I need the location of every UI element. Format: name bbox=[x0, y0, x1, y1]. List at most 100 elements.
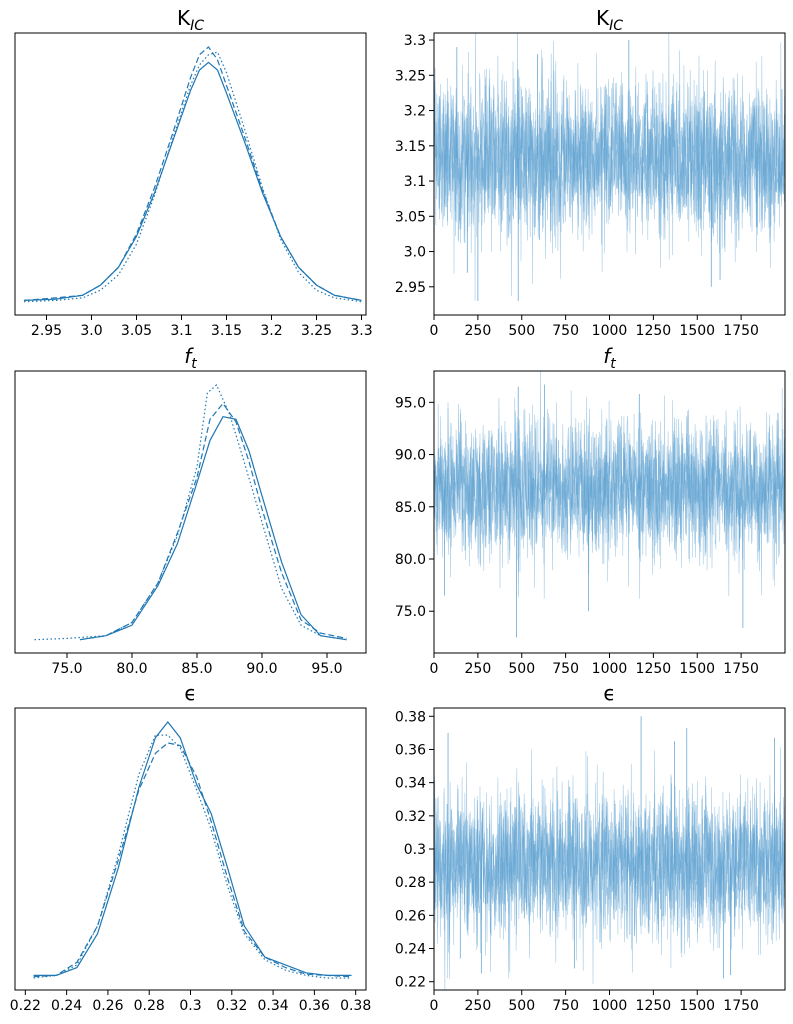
y-tick-label: 3.0 bbox=[404, 245, 426, 261]
plot-area bbox=[434, 33, 785, 301]
x-tick-label: 1000 bbox=[592, 323, 628, 339]
x-tick-label: 2.95 bbox=[31, 323, 62, 339]
y-tick-label: 0.36 bbox=[395, 742, 426, 758]
x-tick-label: 750 bbox=[552, 998, 579, 1014]
y-tick-label: 3.05 bbox=[395, 209, 426, 225]
x-tick-label: 0.36 bbox=[299, 998, 330, 1014]
panel-title: ft bbox=[184, 344, 197, 372]
plot-area bbox=[434, 716, 785, 990]
density-curve-dotted bbox=[34, 384, 347, 641]
x-tick-label: 3.2 bbox=[260, 323, 282, 339]
y-tick-label: 0.32 bbox=[395, 809, 426, 825]
x-tick-label: 0.32 bbox=[216, 998, 247, 1014]
y-tick-label: 0.24 bbox=[395, 942, 426, 958]
trace-chain-3 bbox=[434, 762, 785, 979]
panel-title-subscript: IC bbox=[190, 18, 204, 34]
y-tick-label: 3.3 bbox=[404, 33, 426, 49]
panel-title-main: ϵ bbox=[184, 681, 196, 705]
x-tick-label: 500 bbox=[508, 661, 535, 677]
x-tick-label: 3.05 bbox=[121, 323, 152, 339]
x-tick-label: 1500 bbox=[679, 661, 715, 677]
panel-title: ϵ bbox=[184, 681, 196, 705]
plot-area bbox=[33, 721, 352, 979]
density-curve-dotted bbox=[33, 734, 352, 979]
panel-title: ϵ bbox=[603, 681, 615, 705]
y-tick-label: 0.34 bbox=[395, 776, 426, 792]
panel-epsilon-density: ϵ 0.22 0.24 0.26 0.28 0.3 0.32 0.34 0.36 0.38 bbox=[10, 681, 372, 1014]
x-tick-label: 1500 bbox=[679, 323, 715, 339]
x-tick-label: 0 bbox=[430, 661, 439, 677]
plot-area bbox=[34, 384, 347, 641]
x-tick-label: 1500 bbox=[679, 998, 715, 1014]
panel-title: ft bbox=[603, 344, 616, 372]
x-tick-label: 250 bbox=[465, 323, 492, 339]
x-tick-label: 75.0 bbox=[51, 661, 82, 677]
panel-title-subscript: t bbox=[610, 356, 616, 372]
trace-chain-3 bbox=[434, 49, 785, 274]
y-tick-label: 0.22 bbox=[395, 975, 426, 991]
y-tick-label: 3.2 bbox=[404, 104, 426, 120]
x-tick-label: 0.22 bbox=[10, 998, 41, 1014]
y-tick-label: 80.0 bbox=[395, 552, 426, 568]
y-tick-label: 85.0 bbox=[395, 500, 426, 516]
y-tick-label: 3.25 bbox=[395, 68, 426, 84]
x-tick-label: 1250 bbox=[636, 323, 672, 339]
x-tick-label: 0.38 bbox=[340, 998, 371, 1014]
panel-f_t-trace: ft 75.0 80.0 85.0 90.0 95.0 0 250 500 750 1000 1250… bbox=[395, 344, 786, 677]
x-tick-label: 1750 bbox=[723, 323, 759, 339]
density-curve-dashed bbox=[79, 402, 347, 641]
panel-K_IC-density: KIC 2.95 3.0 3.05 3.1 3.15 3.2 3.25 3.3 bbox=[14, 6, 373, 339]
plot-area bbox=[434, 371, 785, 638]
x-tick-label: 750 bbox=[552, 661, 579, 677]
x-tick-label: 1750 bbox=[723, 661, 759, 677]
axes-frame bbox=[14, 32, 367, 316]
y-tick-label: 0.3 bbox=[404, 842, 426, 858]
y-tick-label: 90.0 bbox=[395, 448, 426, 464]
y-tick-label: 0.38 bbox=[395, 709, 426, 725]
x-tick-label: 0.3 bbox=[179, 998, 201, 1014]
x-tick-label: 1250 bbox=[636, 998, 672, 1014]
x-tick-label: 0 bbox=[430, 323, 439, 339]
x-tick-label: 500 bbox=[508, 998, 535, 1014]
x-tick-label: 500 bbox=[508, 323, 535, 339]
panel-title: KIC bbox=[177, 6, 204, 34]
x-tick-label: 3.0 bbox=[80, 323, 102, 339]
x-tick-label: 1750 bbox=[723, 998, 759, 1014]
y-tick-label: 3.15 bbox=[395, 139, 426, 155]
x-tick-label: 3.3 bbox=[350, 323, 372, 339]
y-tick-label: 2.95 bbox=[395, 280, 426, 296]
panel-f_t-density: ft 75.0 80.0 85.0 90.0 95.0 bbox=[14, 344, 367, 677]
x-tick-label: 0.34 bbox=[258, 998, 289, 1014]
x-tick-label: 3.15 bbox=[211, 323, 242, 339]
panel-title-main: K bbox=[177, 6, 191, 30]
panel-title-main: f bbox=[184, 344, 194, 368]
x-tick-label: 750 bbox=[552, 323, 579, 339]
y-tick-label: 0.26 bbox=[395, 908, 426, 924]
x-tick-label: 1000 bbox=[592, 998, 628, 1014]
y-tick-label: 75.0 bbox=[395, 604, 426, 620]
panel-title-main: K bbox=[596, 6, 610, 30]
x-tick-label: 0.26 bbox=[92, 998, 123, 1014]
x-tick-label: 0.28 bbox=[134, 998, 165, 1014]
x-tick-label: 250 bbox=[465, 661, 492, 677]
x-tick-label: 80.0 bbox=[116, 661, 147, 677]
y-tick-label: 95.0 bbox=[395, 395, 426, 411]
x-tick-label: 3.25 bbox=[301, 323, 332, 339]
panel-epsilon-trace: ϵ 0.22 0.24 0.26 0.28 0.3 0.32 0.34 0.36 0.38 0 250… bbox=[395, 681, 786, 1014]
panel-title-main: f bbox=[603, 344, 613, 368]
panel-title-main: ϵ bbox=[603, 681, 615, 705]
x-tick-label: 3.1 bbox=[170, 323, 192, 339]
density-curve-solid bbox=[23, 61, 362, 301]
density-curve-solid bbox=[33, 721, 352, 976]
trace-chain-3 bbox=[434, 371, 785, 597]
x-tick-label: 1250 bbox=[636, 661, 672, 677]
panel-title: KIC bbox=[596, 6, 623, 34]
axes-frame bbox=[14, 707, 367, 991]
panel-title-subscript: IC bbox=[609, 18, 623, 34]
axes-frame bbox=[14, 370, 367, 654]
x-tick-label: 250 bbox=[465, 998, 492, 1014]
y-tick-label: 3.1 bbox=[404, 174, 426, 190]
x-tick-label: 90.0 bbox=[246, 661, 277, 677]
x-tick-label: 95.0 bbox=[311, 661, 342, 677]
